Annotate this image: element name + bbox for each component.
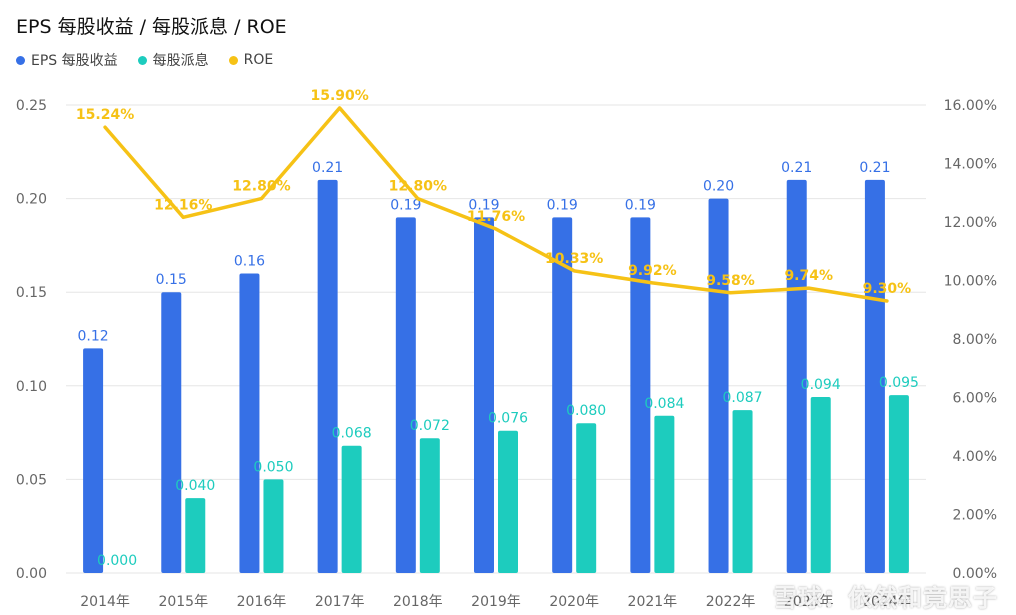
eps-bar (83, 348, 104, 573)
eps-value-label: 0.20 (703, 179, 734, 195)
legend-item-eps[interactable]: EPS 每股收益 (16, 50, 118, 70)
dividend-value-label: 0.068 (332, 426, 372, 442)
eps-bar (630, 217, 651, 573)
eps-bar (474, 217, 494, 573)
legend-dot-eps (16, 55, 25, 65)
dividend-value-label: 0.050 (253, 459, 293, 475)
x-tick-label: 2014年 (80, 594, 130, 610)
y-left-tick-label: 0.00 (16, 566, 47, 582)
eps-value-label: 0.19 (547, 197, 578, 213)
roe-value-label: 9.30% (863, 281, 912, 297)
y-right-tick-label: 14.00% (944, 157, 997, 173)
dividend-bar (810, 397, 831, 573)
roe-value-label: 15.90% (310, 88, 368, 104)
dividend-bar (185, 498, 206, 573)
eps-value-label: 0.21 (859, 160, 890, 176)
y-right-tick-label: 12.00% (944, 215, 997, 231)
eps-value-label: 0.19 (390, 197, 421, 213)
roe-value-label: 12.16% (154, 197, 212, 213)
eps-value-label: 0.16 (234, 253, 265, 269)
legend-dot-dividend (137, 55, 147, 65)
eps-value-label: 0.21 (781, 160, 812, 176)
x-tick-label: 2021年 (628, 594, 678, 610)
eps-bar (786, 179, 807, 573)
x-tick-label: 2018年 (393, 594, 443, 610)
x-tick-label: 2024年 (862, 594, 912, 610)
dividend-value-label: 0.000 (97, 553, 137, 569)
roe-value-label: 12.80% (232, 179, 290, 195)
y-left-tick-label: 0.10 (16, 379, 47, 395)
y-right-tick-label: 0.00% (953, 566, 997, 582)
y-right-tick-label: 16.00% (944, 98, 997, 114)
y-right-tick-label: 4.00% (953, 449, 997, 465)
dividend-bar (498, 430, 518, 573)
eps-bar (317, 179, 338, 573)
y-right-tick-label: 6.00% (953, 391, 997, 407)
x-tick-label: 2015年 (158, 594, 208, 610)
legend-dot-roe (228, 55, 238, 65)
dividend-bar (263, 479, 284, 573)
eps-value-label: 0.12 (78, 328, 109, 344)
dividend-value-label: 0.076 (488, 411, 528, 427)
roe-value-label: 9.58% (706, 273, 755, 289)
y-left-tick-label: 0.05 (16, 472, 47, 488)
dividend-value-label: 0.040 (175, 478, 215, 494)
dividend-value-label: 0.084 (644, 396, 684, 412)
eps-bar (239, 273, 260, 573)
x-tick-label: 2022年 (706, 594, 756, 610)
x-tick-label: 2023年 (784, 594, 834, 610)
y-right-tick-label: 10.00% (944, 274, 997, 290)
eps-value-label: 0.19 (625, 197, 656, 213)
eps-bar (708, 198, 729, 573)
dividend-bar (341, 445, 362, 573)
legend-item-roe[interactable]: ROE (228, 50, 274, 70)
dividend-bar (419, 438, 440, 573)
legend-label-dividend: 每股派息 (152, 53, 209, 69)
roe-value-label: 9.74% (784, 268, 833, 284)
eps-value-label: 0.21 (312, 160, 343, 176)
roe-value-label: 9.92% (628, 263, 677, 279)
dividend-value-label: 0.095 (879, 375, 919, 391)
x-tick-label: 2017年 (315, 594, 365, 610)
legend-label-roe: ROE (243, 52, 274, 68)
y-right-tick-label: 2.00% (953, 508, 997, 524)
x-tick-label: 2020年 (549, 594, 599, 610)
dividend-value-label: 0.094 (801, 377, 841, 393)
legend-item-dividend[interactable]: 每股派息 (137, 50, 209, 70)
dividend-bar (732, 410, 753, 573)
dividend-value-label: 0.072 (410, 418, 450, 434)
dividend-bar (576, 423, 597, 573)
x-tick-label: 2019年 (471, 594, 521, 610)
dividend-value-label: 0.087 (722, 390, 762, 406)
eps-bar (161, 292, 182, 573)
dividend-bar (654, 415, 675, 573)
legend-label-eps: EPS 每股收益 (31, 53, 118, 69)
roe-value-label: 11.76% (467, 209, 525, 225)
y-right-tick-label: 8.00% (953, 332, 997, 348)
eps-value-label: 0.15 (156, 272, 187, 288)
x-tick-label: 2016年 (237, 594, 287, 610)
eps-bar (552, 217, 573, 573)
roe-value-label: 10.33% (545, 251, 603, 267)
roe-line (103, 106, 889, 303)
watermark: 雪球：依然和竟思子 (773, 584, 998, 612)
y-left-tick-label: 0.25 (16, 98, 47, 114)
roe-value-label: 15.24% (76, 107, 134, 123)
y-left-tick-label: 0.20 (16, 192, 47, 208)
eps-value-label: 0.19 (468, 197, 499, 213)
legend: EPS 每股收益 每股派息 ROE (16, 50, 273, 70)
dividend-bar (888, 395, 909, 573)
roe-value-label: 12.80% (389, 179, 447, 195)
dividend-value-label: 0.080 (566, 403, 606, 419)
chart-title: EPS 每股收益 / 每股派息 / ROE (16, 16, 287, 38)
y-left-tick-label: 0.15 (16, 285, 47, 301)
eps-bar (395, 217, 416, 573)
eps-bar (864, 179, 885, 573)
